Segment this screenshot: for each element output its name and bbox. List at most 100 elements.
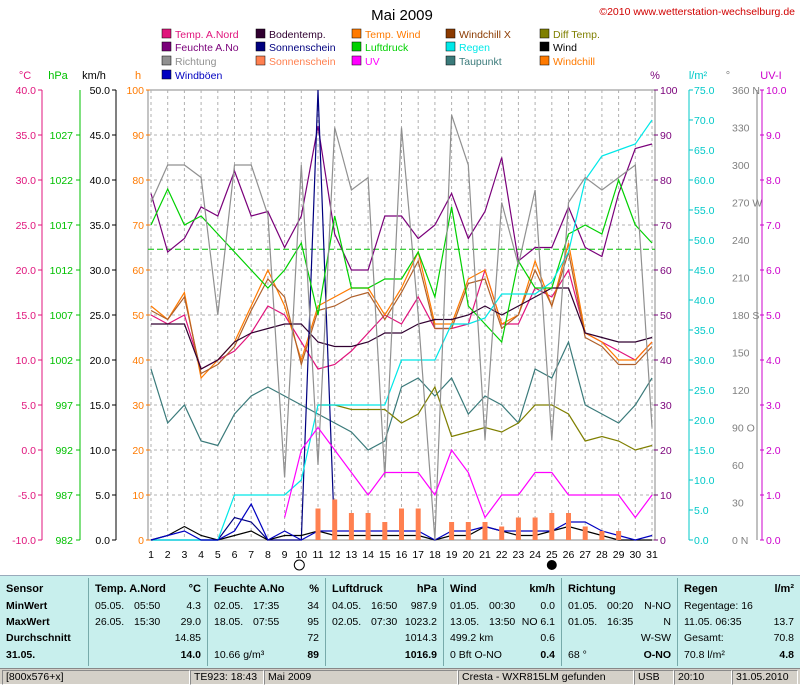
- kmh-axis-tick-label: 0.0: [95, 535, 110, 547]
- kmh-axis-unit: km/h: [82, 70, 106, 82]
- temp-max-value: 29.0: [180, 616, 201, 628]
- day-label: 8: [265, 549, 271, 561]
- day-label: 25: [546, 549, 558, 561]
- humidity-abs: 10.66 g/m³: [214, 649, 265, 661]
- kmh-axis-tick-label: 35.0: [90, 220, 111, 232]
- uv-axis-tick-label: 10.0: [766, 85, 787, 97]
- direction-axis-tick-label: 300: [732, 160, 750, 172]
- uv-axis-tick-label: 2.0: [766, 445, 781, 457]
- day-label: 22: [496, 549, 508, 561]
- sunshine-bar: [382, 522, 388, 540]
- full-moon-icon: [293, 559, 305, 571]
- temp-unit: °C: [188, 583, 201, 595]
- pressure-min-date: 04.05.: [332, 600, 362, 612]
- day-label: 6: [232, 549, 238, 561]
- legend-label: Temp. Wind: [365, 29, 421, 41]
- temp-axis-tick-label: 20.0: [16, 265, 37, 277]
- rain-axis-tick-label: 40.0: [694, 295, 715, 307]
- wind-max-date: 13.05.: [450, 616, 480, 628]
- temp-axis-tick-label: -10.0: [12, 535, 36, 547]
- rain-current-value: 4.8: [779, 649, 794, 661]
- hpa-axis-unit: hPa: [48, 70, 68, 82]
- day-label: 28: [596, 549, 608, 561]
- legend-label: Taupunkt: [459, 56, 502, 68]
- legend-swatch: [539, 55, 550, 66]
- direction-max-value: N: [663, 616, 671, 628]
- legend-swatch: [255, 28, 266, 39]
- direction-min-date: 01.05.: [568, 600, 598, 612]
- legend-swatch: [161, 28, 172, 39]
- kmh-axis-tick-label: 45.0: [90, 130, 111, 142]
- day-label: 12: [329, 549, 341, 561]
- rain-axis-tick-label: 25.0: [694, 385, 715, 397]
- direction-axis-tick-label: 360 N: [732, 85, 760, 97]
- kmh-axis-tick-label: 40.0: [90, 175, 111, 187]
- sunshine-bar: [599, 531, 605, 540]
- wind-distance: 499.2 km: [450, 632, 494, 644]
- sunshine-bar: [499, 526, 505, 540]
- hpa-axis-tick-label: 1017: [50, 220, 74, 232]
- legend-label: Sonnenschein: [269, 56, 336, 68]
- pressure-current-value: 1016.9: [404, 649, 437, 661]
- legend-label: Wind: [553, 42, 577, 54]
- wind-avg-value: 0.6: [540, 632, 555, 644]
- series-line: [318, 385, 653, 451]
- copyright-text: ©2010 www.wetterstation-wechselburg.de: [599, 6, 795, 18]
- wind-max-value: NO 6.1: [521, 616, 555, 628]
- hours-axis-tick-label: 80: [132, 175, 144, 187]
- sunshine-bar: [582, 526, 588, 540]
- rain-axis-tick-label: 0.0: [694, 535, 709, 547]
- rain-axis-tick-label: 45.0: [694, 265, 715, 277]
- percent-axis-tick-label: 90: [660, 130, 672, 142]
- legend-label: Sonnenschein: [269, 42, 336, 54]
- uv-axis-tick-label: 1.0: [766, 490, 781, 502]
- day-label: 7: [248, 549, 254, 561]
- rain-unit: l/m²: [774, 583, 794, 595]
- temp-avg-value: 14.85: [174, 632, 201, 644]
- hpa-axis-tick-label: 1007: [50, 310, 74, 322]
- direction-head: Richtung: [568, 583, 616, 595]
- temp-min-date: 05.05.: [95, 600, 125, 612]
- percent-axis-tick-label: 70: [660, 220, 672, 232]
- chart-title: Mai 2009: [371, 7, 433, 24]
- temp-axis-tick-label: 15.0: [16, 310, 37, 322]
- temp-axis-tick-label: 0.0: [21, 445, 36, 457]
- day-label: 26: [563, 549, 575, 561]
- wind-current-value: 0.4: [540, 649, 555, 661]
- sunshine-bar: [566, 513, 571, 540]
- direction-current-value: O-NO: [643, 649, 671, 661]
- hours-axis-tick-label: 0: [138, 535, 144, 547]
- series-line: [150, 114, 653, 541]
- percent-axis-tick-label: 40: [660, 355, 672, 367]
- humidity-max-value: 95: [307, 616, 319, 628]
- uv-axis-tick-label: 5.0: [766, 310, 781, 322]
- series-line: [150, 267, 653, 370]
- kmh-axis-tick-label: 20.0: [90, 355, 111, 367]
- kmh-axis-tick-label: 30.0: [90, 265, 111, 277]
- row-label-min: MinWert: [6, 600, 48, 612]
- day-label: 27: [579, 549, 591, 561]
- wind-min-time: 00:30: [489, 600, 516, 612]
- day-label: 21: [479, 549, 491, 561]
- pressure-unit: hPa: [416, 583, 437, 595]
- row-label-avg: Durchschnitt: [6, 632, 71, 644]
- legend-label: Temp. A.Nord: [175, 29, 239, 41]
- day-label: 17: [412, 549, 424, 561]
- legend-label: Windchill: [553, 56, 595, 68]
- hours-axis-tick-label: 100: [126, 85, 144, 97]
- sunshine-bar: [616, 531, 622, 540]
- percent-axis-tick-label: 60: [660, 265, 672, 277]
- rain-axis-tick-label: 35.0: [694, 325, 715, 337]
- direction-axis-tick-label: 240: [732, 235, 750, 247]
- rain-axis-tick-label: 70.0: [694, 115, 715, 127]
- series-line: [284, 426, 653, 519]
- sunshine-bar: [532, 517, 538, 540]
- hpa-axis-tick-label: 992: [55, 445, 73, 457]
- temp-head: Temp. A.Nord: [95, 583, 166, 595]
- humidity-current-value: 89: [307, 649, 319, 661]
- day-label: 23: [513, 549, 525, 561]
- day-label: 29: [613, 549, 625, 561]
- wind-min-value: 0.0: [540, 600, 555, 612]
- kmh-axis-tick-label: 10.0: [90, 445, 111, 457]
- sunshine-bar: [415, 508, 421, 540]
